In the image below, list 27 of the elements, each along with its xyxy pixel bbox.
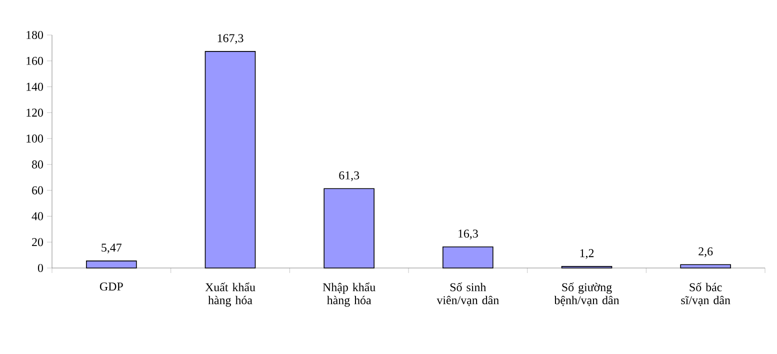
x-tick-label: Xuất khẩu hàng hóa: [205, 282, 256, 307]
y-tick-label: 20: [32, 238, 44, 246]
y-tick-label: 60: [32, 186, 44, 194]
data-label: 61,3: [339, 171, 360, 182]
bar: [204, 51, 256, 268]
y-tick-label: 120: [26, 108, 44, 117]
y-tick-label: 140: [26, 82, 44, 91]
data-label: 1,2: [580, 249, 594, 259]
x-tick-label: Số bác sĩ/vạn dân: [681, 282, 730, 306]
data-label: 5,47: [102, 244, 122, 254]
bar: [442, 246, 494, 268]
y-tick-label: 0: [38, 264, 44, 272]
y-tick-label: 180: [26, 30, 44, 40]
x-tick-label: Số sinh viên/vạn dân: [436, 282, 499, 306]
data-label: 16,3: [458, 230, 478, 240]
y-tick-label: 40: [32, 212, 44, 220]
bar: [324, 188, 374, 268]
data-label: 167,3: [218, 34, 244, 44]
x-tick-label: Nhập khẩu hàng hóa: [322, 282, 376, 307]
bar: [86, 260, 137, 268]
y-tick-label: 160: [26, 56, 44, 65]
x-tick-label: Số giường bệnh/vạn dân: [554, 282, 620, 306]
data-label: 2,6: [698, 247, 713, 258]
y-tick-label: 100: [26, 134, 44, 143]
y-tick-label: 80: [32, 160, 44, 168]
bar: [680, 264, 731, 268]
x-tick-label: GDP: [100, 282, 123, 291]
